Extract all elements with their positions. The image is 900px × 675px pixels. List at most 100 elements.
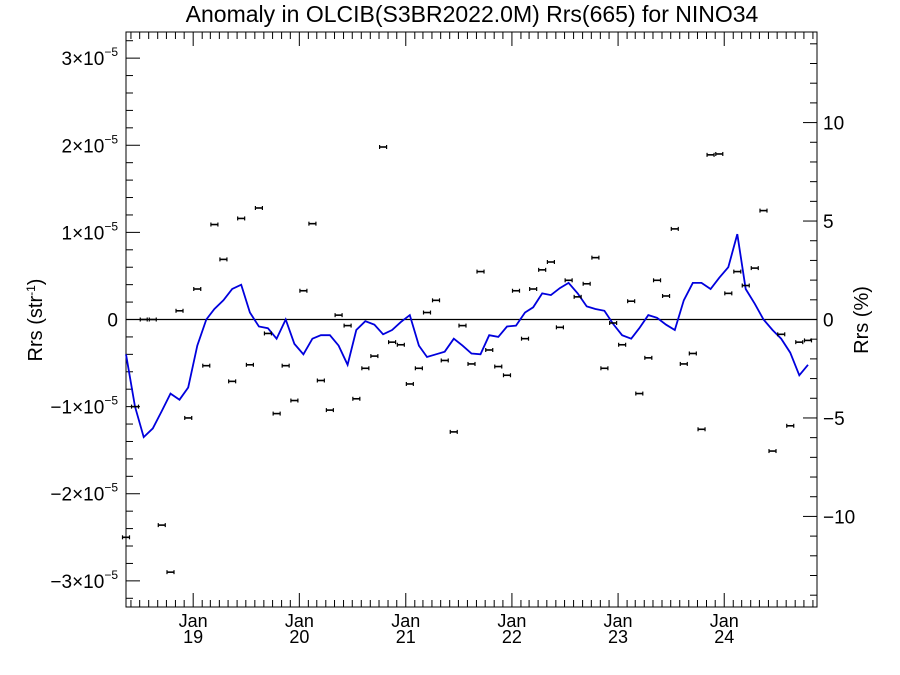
x-tick-label-month: Jan [604,611,633,631]
y-axis-left: 3×10−52×10−51×10−50−1×10−5−2×10−5−3×10−5 [50,40,140,599]
errorbar-point [414,366,423,371]
y-tick-label-exponent: −5 [104,481,118,495]
errorbar-point [715,151,724,156]
errorbar-point [724,291,733,296]
errorbar-point [370,354,379,359]
x-tick-label-year: 20 [289,627,309,647]
errorbar-point [299,288,308,293]
y-tick-label-left: −2×10−5 [50,481,118,506]
series-line [125,233,809,439]
errorbar-point [652,278,662,283]
errorbar-point [343,323,352,328]
errorbar-point [193,287,202,292]
errorbar-point [768,449,777,454]
errorbar-point [555,325,565,330]
errorbar-point [600,366,609,371]
errorbar-point [476,269,485,274]
errorbar-point [325,408,334,413]
mean-anomaly-line [125,233,809,439]
x-tick-label-year: 22 [502,627,522,647]
y-tick-label-mantissa: −2×10 [50,485,104,506]
errorbar-point [405,381,414,386]
x-tick-label-year: 23 [608,627,628,647]
errorbar-point [573,294,582,299]
errorbar-point [245,362,254,367]
errorbar-point [670,226,679,231]
y-tick-label-mantissa: −1×10 [50,398,104,419]
errorbar-point [458,323,467,328]
errorbar-point [803,338,813,343]
series-errorbar [121,145,813,575]
chart-title: Anomaly in OLCIB(S3BR2022.0M) Rrs(665) f… [186,1,759,27]
x-tick-label-year: 24 [714,627,734,647]
errorbar-point [485,347,494,352]
errorbar-point [130,404,140,409]
y-tick-label-right: −5 [823,409,845,430]
y-tick-label-right: 5 [823,212,834,233]
x-tick-label-month: Jan [285,611,314,631]
errorbar-point [795,340,804,345]
x-tick-label-year: 21 [396,627,416,647]
y-tick-label-exponent: −5 [104,132,118,146]
errorbar-point [750,266,759,271]
y-tick-label-left: −1×10−5 [50,394,118,419]
errorbar-point [308,221,317,226]
errorbar-point [546,260,555,264]
errorbar-point [582,281,591,286]
errorbar-point [352,396,361,401]
errorbar-point [202,363,211,368]
errorbar-point [422,310,432,315]
y-axis-label-left: Rrs (str-1) [24,279,47,362]
y-tick-label-mantissa: −3×10 [50,572,104,593]
errorbar-point [139,317,148,322]
errorbar-point [281,363,290,368]
errorbar-point [175,308,184,313]
y-tick-label-exponent: −5 [104,219,118,233]
x-tick-label-month: Jan [497,611,526,631]
errorbar-point [254,205,264,210]
errorbar-point [609,320,618,325]
errorbar-point [121,535,131,540]
errorbar-point [157,523,166,528]
errorbar-point [467,361,476,366]
errorbar-point [440,358,449,363]
errorbar-point [786,423,795,428]
y-tick-label-right: 10 [823,114,844,135]
y-axis-label-left-tail: ) [25,279,47,286]
errorbar-point [679,361,688,366]
y-tick-label-mantissa: 2×10 [62,136,105,157]
y-axis-label-right: Rrs (%) [851,286,873,354]
y-axis-label-left-sup: -1 [24,285,38,296]
errorbar-point [644,355,653,360]
y-tick-label-mantissa: 1×10 [62,223,105,244]
errorbar-point [290,398,299,403]
y-tick-label-left: 2×10−5 [62,132,119,157]
y-tick-label-left: 0 [107,311,118,332]
y-axis-label-left-base: Rrs (str [25,296,47,362]
errorbar-point [388,340,397,345]
errorbar-point [361,366,370,371]
y-tick-label-left: 1×10−5 [62,219,119,244]
errorbar-point [511,288,521,293]
errorbar-point [396,342,405,347]
errorbar-point [564,278,573,283]
errorbar-point [263,331,273,336]
y-tick-label-mantissa: 3×10 [62,49,105,70]
errorbar-point [502,373,512,378]
errorbar-point [378,145,388,149]
errorbar-point [431,298,441,303]
y-axis-right: 10 5 0 −5 −10 [803,43,855,596]
errorbar-point [538,267,547,272]
y-tick-label-mantissa: 0 [107,311,118,332]
errorbar-point [688,351,697,356]
errorbar-point [210,222,219,227]
x-tick-label-month: Jan [710,611,739,631]
errorbar-point [228,379,237,384]
errorbar-point [697,427,706,432]
y-tick-label-right: −10 [823,507,855,528]
errorbar-point [661,293,671,298]
errorbar-point [494,364,503,369]
x-tick-label-month: Jan [391,611,420,631]
